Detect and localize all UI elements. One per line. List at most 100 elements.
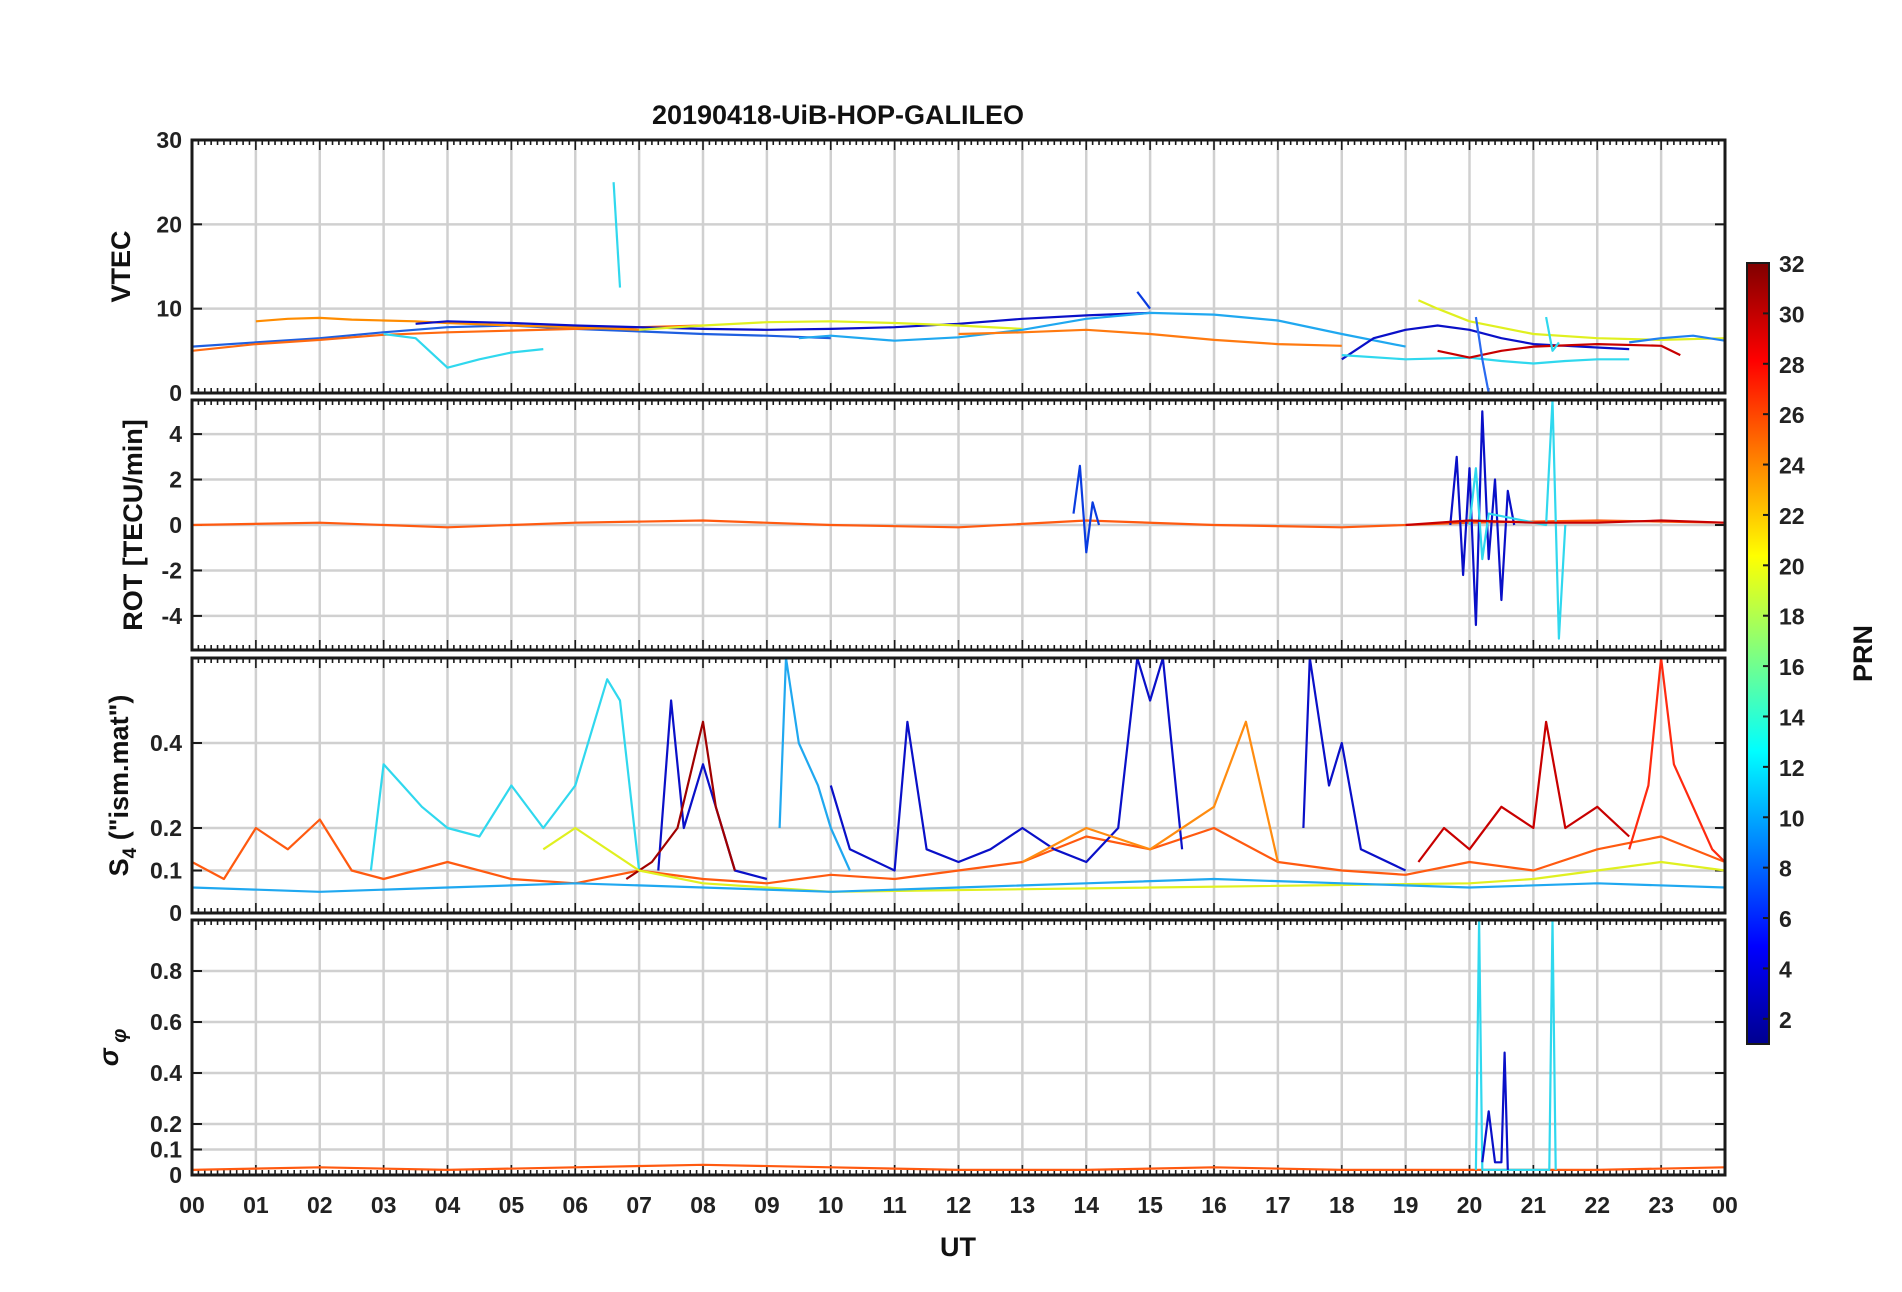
x-tick-label: 00 bbox=[1712, 1192, 1738, 1218]
colorbar-label: PRN bbox=[1848, 625, 1878, 682]
series-line-6 bbox=[639, 320, 1023, 331]
series-line-10 bbox=[1341, 324, 1630, 361]
colorbar-tick-label: 22 bbox=[1779, 503, 1805, 529]
series-line-3 bbox=[415, 311, 1151, 331]
y-axis-title: VTEC bbox=[106, 230, 136, 302]
x-tick-label: 06 bbox=[562, 1192, 588, 1218]
x-tick-label: 13 bbox=[1010, 1192, 1036, 1218]
series-line-0 bbox=[192, 1163, 1725, 1172]
series-line-16 bbox=[1629, 334, 1725, 344]
series-line-8 bbox=[1136, 291, 1151, 310]
series-line-7 bbox=[1302, 658, 1407, 872]
colorbar-tick-label: 30 bbox=[1779, 301, 1805, 327]
series-line-8 bbox=[1417, 720, 1630, 863]
panel-frame bbox=[190, 138, 1727, 395]
colorbar-tick-label: 4 bbox=[1779, 956, 1792, 982]
colorbar-tick-label: 6 bbox=[1779, 906, 1792, 932]
y-axis-title: ROT [TECU/min] bbox=[118, 419, 148, 630]
series-line-11 bbox=[1417, 299, 1725, 341]
y-tick-label: 0.1 bbox=[150, 1137, 182, 1163]
y-tick-label: 2 bbox=[169, 467, 182, 493]
y-axis-title: S4 ("ism.mat") bbox=[104, 695, 141, 877]
series-group bbox=[192, 182, 1725, 393]
colorbar-gradient bbox=[1746, 262, 1770, 1045]
series-line-6 bbox=[1021, 720, 1279, 863]
panel-s4: 0 0.1 0.2 0.4 S4 ("ism.mat") bbox=[104, 656, 1727, 926]
series-line-15 bbox=[1545, 316, 1560, 352]
x-tick-label: 00 bbox=[179, 1192, 205, 1218]
x-tick-label: 16 bbox=[1201, 1192, 1227, 1218]
x-tick-label: 10 bbox=[818, 1192, 844, 1218]
x-axis: 00 01 02 03 04 05 06 07 08 09 10 11 12 13 14 15 16 17 18 19… bbox=[179, 1192, 1738, 1218]
colorbar-tick-label: 16 bbox=[1779, 654, 1805, 680]
y-tick-label: 0.2 bbox=[150, 1111, 182, 1137]
x-tick-label: 22 bbox=[1584, 1192, 1610, 1218]
series-line-14 bbox=[1474, 316, 1490, 393]
y-tick-label: 0.1 bbox=[150, 858, 182, 884]
colorbar-tick-label: 26 bbox=[1779, 402, 1805, 428]
y-tick-label: 0 bbox=[169, 380, 182, 406]
series-line-12 bbox=[1341, 354, 1630, 365]
x-tick-label: 23 bbox=[1648, 1192, 1674, 1218]
y-tick-label: 4 bbox=[169, 421, 182, 447]
colorbar-tick-label: 2 bbox=[1779, 1007, 1792, 1033]
series-line-0 bbox=[192, 818, 1725, 885]
y-tick-label: 0.6 bbox=[150, 1009, 182, 1035]
x-tick-label: 15 bbox=[1137, 1192, 1163, 1218]
series-group bbox=[192, 920, 1725, 1172]
y-tick-label: -2 bbox=[162, 557, 182, 583]
x-tick-label: 18 bbox=[1329, 1192, 1355, 1218]
series-line-11 bbox=[192, 877, 1725, 893]
y-tick-label: 0 bbox=[169, 512, 182, 538]
series-line-2 bbox=[1449, 410, 1516, 627]
y-axis-title: σ φ bbox=[94, 1029, 131, 1067]
colorbar-tick-label: 14 bbox=[1779, 704, 1805, 730]
figure-title: 20190418-UiB-HOP-GALILEO bbox=[652, 100, 1024, 130]
x-tick-label: 07 bbox=[626, 1192, 652, 1218]
series-line-2 bbox=[1481, 1051, 1509, 1170]
series-line-9 bbox=[958, 328, 1342, 347]
colorbar-tick-label: 32 bbox=[1779, 251, 1805, 277]
x-tick-label: 14 bbox=[1073, 1192, 1099, 1218]
y-tick-label: 0.4 bbox=[150, 730, 182, 756]
x-tick-label: 19 bbox=[1393, 1192, 1419, 1218]
series-line-2 bbox=[255, 316, 640, 331]
y-tick-label: 0.2 bbox=[150, 815, 182, 841]
colorbar-tick-label: 10 bbox=[1779, 805, 1805, 831]
series-line-3 bbox=[1468, 400, 1567, 640]
series-line-4 bbox=[778, 658, 851, 871]
x-tick-label: 03 bbox=[371, 1192, 397, 1218]
x-tick-label: 05 bbox=[499, 1192, 525, 1218]
series-line-5 bbox=[829, 658, 1184, 872]
series-line-13 bbox=[1437, 343, 1681, 359]
series-line-9 bbox=[1628, 658, 1725, 863]
y-tick-label: 0.4 bbox=[150, 1060, 182, 1086]
panel-frame bbox=[190, 656, 1727, 915]
series-line-5 bbox=[612, 182, 622, 288]
series-line-2 bbox=[657, 699, 768, 881]
colorbar-tick-label: 24 bbox=[1779, 453, 1805, 479]
x-tick-label: 11 bbox=[882, 1192, 907, 1218]
series-line-4 bbox=[383, 332, 544, 369]
panel-vtec: 0 10 20 30 VTEC bbox=[106, 127, 1727, 406]
x-axis-title: UT bbox=[940, 1232, 976, 1262]
y-tick-label: 0 bbox=[169, 900, 182, 926]
x-tick-label: 08 bbox=[690, 1192, 716, 1218]
x-tick-label: 17 bbox=[1265, 1192, 1291, 1218]
x-tick-label: 09 bbox=[754, 1192, 780, 1218]
series-line-4 bbox=[1405, 519, 1725, 527]
x-tick-label: 02 bbox=[307, 1192, 333, 1218]
colorbar-tick-label: 28 bbox=[1779, 352, 1805, 378]
series-group bbox=[192, 400, 1725, 640]
y-tick-label: 30 bbox=[156, 127, 182, 153]
y-tick-label: -4 bbox=[162, 603, 183, 629]
panel-frame bbox=[190, 918, 1727, 1177]
series-line-3 bbox=[625, 720, 736, 880]
panel-frame bbox=[190, 398, 1727, 652]
panel-sigma_phi: 00.10.2 0.4 0.6 0.8 σ φ bbox=[94, 918, 1727, 1188]
x-tick-label: 21 bbox=[1521, 1192, 1547, 1218]
y-tick-label: 10 bbox=[156, 296, 182, 322]
